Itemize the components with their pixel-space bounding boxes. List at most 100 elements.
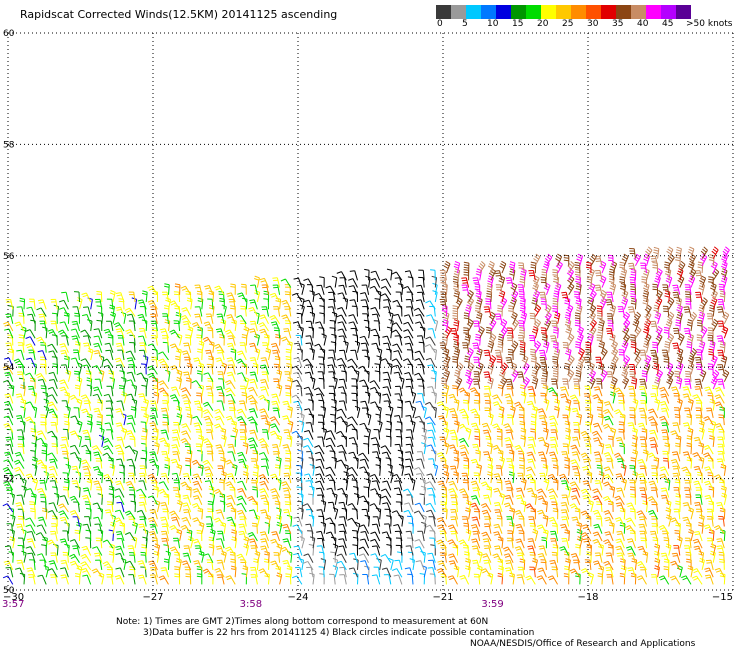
wind-barb-flag — [181, 394, 187, 397]
wind-barb-flag — [493, 531, 499, 534]
wind-barb-shaft — [29, 401, 36, 411]
wind-barb-flag — [381, 567, 387, 570]
wind-barb-shaft — [419, 546, 425, 556]
wind-barb-flag — [128, 547, 134, 550]
wind-barb-shaft — [220, 386, 225, 397]
wind-barb-shaft — [653, 437, 659, 448]
wind-barb-shaft — [277, 451, 281, 462]
wind-barb-flag — [610, 427, 616, 431]
wind-barb-flag — [580, 532, 586, 536]
wind-barb-flag — [63, 416, 69, 419]
wind-barb-shaft — [334, 538, 337, 549]
wind-barb-flag — [421, 514, 427, 518]
wind-barb-flag — [571, 555, 577, 558]
wind-barb-shaft — [708, 567, 714, 578]
wind-barb-flag — [641, 496, 647, 498]
wind-barb-flag — [2, 466, 8, 470]
wind-barb-flag — [58, 510, 64, 514]
wind-barb-shaft — [396, 474, 403, 484]
wind-barb-flag — [61, 562, 67, 564]
wind-barb-shaft — [318, 387, 325, 397]
wind-barb-flag — [150, 453, 156, 456]
wind-barb-flag — [670, 560, 676, 564]
wind-barb-flag — [260, 386, 266, 389]
wind-barb-flag — [303, 430, 310, 433]
wind-barb-flag — [187, 538, 193, 542]
wind-barb-shaft — [644, 400, 647, 411]
wind-barb-flag — [104, 440, 110, 443]
wind-barb-flag — [217, 562, 223, 564]
wind-barb-flag — [198, 553, 204, 556]
wind-barb-flag — [594, 526, 600, 529]
wind-barb-flag — [85, 537, 91, 539]
wind-barb-flag — [214, 408, 220, 412]
wind-barb-shaft — [289, 386, 292, 397]
wind-barb-flag — [537, 567, 543, 570]
wind-barb-shaft — [320, 487, 325, 498]
wind-barb-flag — [172, 453, 178, 455]
wind-barb-shaft — [574, 459, 581, 469]
wind-barb-flag — [259, 396, 265, 400]
wind-barb-shaft — [323, 560, 327, 570]
wind-barb-flag — [75, 573, 81, 575]
wind-barb-flag — [703, 524, 709, 527]
wind-barb-flag — [686, 524, 692, 527]
wind-barb-flag — [170, 386, 176, 389]
wind-barb-flag — [15, 461, 21, 465]
wind-barb-flag — [603, 473, 609, 477]
wind-barb-shaft — [319, 466, 325, 476]
wind-barb-flag — [604, 454, 610, 457]
wind-barb-shaft — [597, 422, 603, 433]
wind-barb-flag — [183, 475, 189, 478]
wind-barb-shaft — [184, 438, 192, 448]
wind-barb-flag — [59, 386, 65, 389]
wind-barb-shaft — [34, 429, 37, 440]
wind-barb-flag — [398, 463, 404, 467]
wind-barb-flag — [347, 503, 353, 506]
wind-barb-shaft — [151, 474, 158, 484]
wind-barb-flag — [632, 449, 638, 453]
wind-barb-flag — [269, 430, 275, 434]
wind-barb-shaft — [575, 553, 581, 563]
wind-barb-shaft — [22, 545, 25, 556]
wind-barb-flag — [518, 409, 525, 411]
wind-barb-flag — [530, 430, 536, 433]
wind-barb-flag — [638, 424, 644, 428]
wind-barb-flag — [250, 402, 256, 405]
wind-barb-flag — [226, 548, 232, 552]
wind-barb-flag — [238, 454, 244, 457]
wind-barb-flag — [152, 539, 158, 542]
wind-barb-shaft — [579, 523, 582, 534]
wind-barb-flag — [604, 411, 610, 415]
wind-barb-flag — [330, 413, 336, 416]
wind-barb-flag — [214, 423, 219, 427]
wind-barb-shaft — [657, 458, 660, 469]
wind-barb-shaft — [100, 458, 103, 469]
wind-barb-flag — [550, 446, 556, 448]
wind-barb-flag — [699, 560, 704, 564]
wind-barb-flag — [520, 393, 526, 397]
wind-barb-flag — [548, 389, 554, 393]
wind-barb-flag — [118, 387, 125, 390]
wind-barb-shaft — [310, 567, 314, 578]
wind-barb-shaft — [33, 502, 36, 513]
wind-barb-shaft — [265, 458, 269, 469]
wind-barb-flag — [142, 427, 148, 431]
wind-barb-flag — [388, 471, 394, 474]
wind-barb-shaft — [301, 415, 305, 426]
wind-barb-flag — [304, 408, 310, 411]
wind-barb-flag — [472, 487, 478, 489]
wind-barb-flag — [82, 494, 88, 497]
wind-barb-shaft — [612, 386, 616, 397]
wind-barb-shaft — [664, 393, 670, 404]
wind-barb-shaft — [601, 545, 604, 556]
wind-barb-flag — [627, 422, 633, 424]
wind-barb-flag — [707, 460, 713, 462]
wind-barb-shaft — [185, 517, 192, 527]
wind-barb-shaft — [573, 568, 581, 578]
wind-barb-shaft — [363, 553, 370, 563]
wind-barb-shaft — [229, 380, 236, 390]
wind-barb-flag — [193, 475, 199, 479]
wind-barb-shaft — [430, 509, 436, 520]
wind-barb-shaft — [363, 379, 370, 390]
